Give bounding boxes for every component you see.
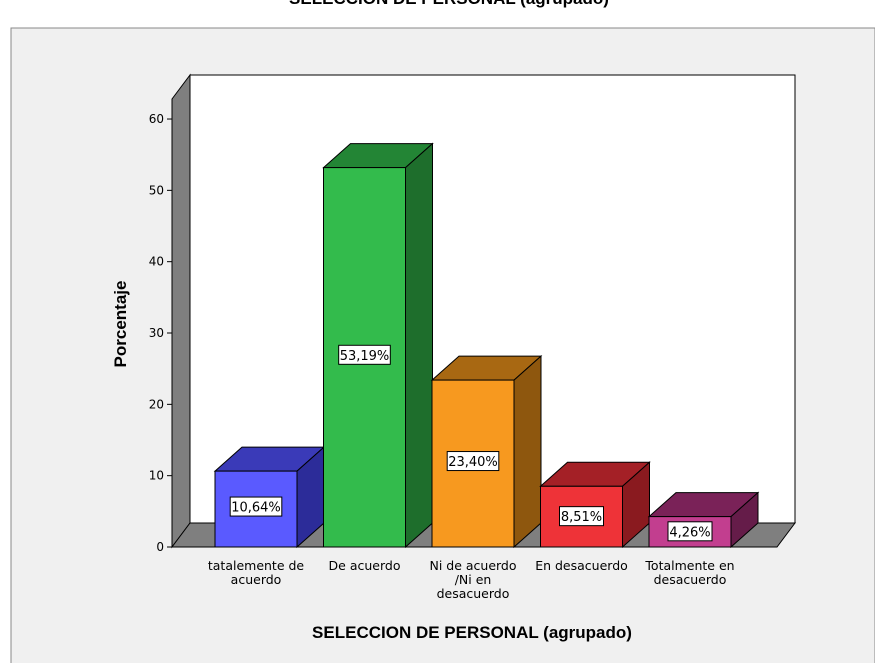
data-label-box [667, 521, 713, 542]
bar-front [214, 470, 298, 548]
chart-title: SELECCION DE PERSONAL (agrupado) [289, 0, 609, 8]
y-axis: 0 10 20 30 40 50 60 [149, 112, 173, 554]
bar: 23,40% [430, 354, 543, 549]
data-label: 8,51% [561, 510, 602, 525]
x-tick-label-line: acuerdo [231, 572, 282, 587]
bars: 10,64% 53,19% 23,40% 8,51% 4,26% [213, 142, 760, 549]
bar: 10,64% [213, 445, 326, 549]
x-tick-label: En desacuerdo [535, 558, 628, 573]
side-wall [171, 73, 191, 549]
x-axis-title: SELECCION DE PERSONAL (agrupado) [312, 623, 632, 642]
x-tick-label: tatalemente de acuerdo [208, 558, 305, 587]
bar-side [405, 142, 433, 549]
data-label: 4,26% [669, 525, 710, 540]
bar-side [513, 354, 542, 549]
y-tick-label: 10 [149, 469, 164, 483]
bar: 4,26% [647, 491, 760, 549]
x-tick-label-line: De acuerdo [329, 558, 401, 573]
x-tick-label-line: Ni de acuerdo [429, 558, 516, 573]
x-tick-label-line: desacuerdo [654, 572, 727, 587]
data-label: 10,64% [231, 501, 281, 516]
y-tick-label: 30 [149, 326, 164, 340]
x-tick-label-line: tatalemente de [208, 558, 305, 573]
data-label: 23,40% [448, 455, 498, 470]
bar: 53,19% [322, 142, 434, 549]
x-tick-label-line: Totalmente en [644, 558, 734, 573]
data-label-box [338, 344, 391, 365]
x-axis: tatalemente de acuerdo De acuerdo Ni de acu… [208, 558, 735, 601]
x-tick-label: De acuerdo [329, 558, 401, 573]
y-tick-label: 0 [156, 540, 164, 554]
y-tick-label: 60 [149, 112, 164, 126]
data-label-box [446, 451, 500, 472]
y-axis-title: Porcentaje [111, 281, 130, 368]
y-tick-label: 20 [149, 397, 164, 411]
x-tick-label-line: /Ni en [455, 572, 492, 587]
x-tick-label-line: desacuerdo [437, 586, 510, 601]
data-label-box [229, 496, 283, 517]
data-label-box [559, 506, 604, 527]
x-tick-label: Ni de acuerdo/Ni en desacuerdo [429, 558, 516, 601]
y-tick-label: 50 [149, 183, 164, 197]
x-tick-label-line: En desacuerdo [535, 558, 628, 573]
y-tick-label: 40 [149, 255, 164, 269]
x-tick-label: Totalmente en desacuerdo [644, 558, 734, 587]
bar: 8,51% [539, 461, 651, 549]
data-label: 53,19% [340, 349, 390, 364]
